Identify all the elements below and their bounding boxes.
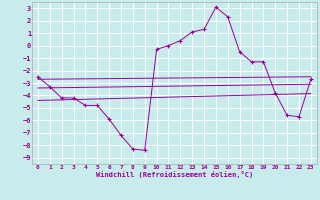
X-axis label: Windchill (Refroidissement éolien,°C): Windchill (Refroidissement éolien,°C) <box>96 171 253 178</box>
